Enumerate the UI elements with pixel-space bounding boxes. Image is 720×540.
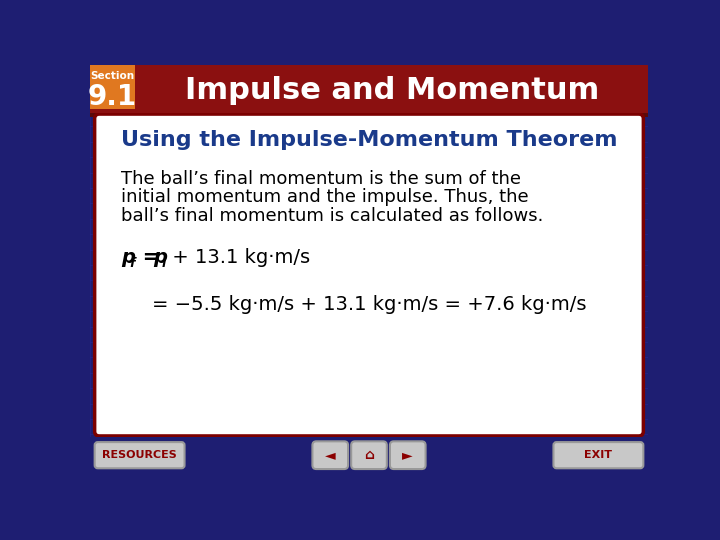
Text: p: p [153,248,168,267]
Text: Section: Section [91,71,135,82]
Bar [90,65,135,110]
Bar [90,65,648,112]
FancyBboxPatch shape [390,441,426,469]
FancyBboxPatch shape [312,441,348,469]
Bar [90,112,648,117]
Text: = −5.5 kg·m/s + 13.1 kg·m/s = +7.6 kg·m/s: = −5.5 kg·m/s + 13.1 kg·m/s = +7.6 kg·m/… [152,295,587,314]
Text: i: i [162,258,166,271]
FancyBboxPatch shape [554,442,644,468]
Text: Using the Impulse-Momentum Theorem: Using the Impulse-Momentum Theorem [121,130,617,150]
FancyBboxPatch shape [94,442,184,468]
Text: ball’s final momentum is calculated as follows.: ball’s final momentum is calculated as f… [121,207,544,225]
Text: initial momentum and the impulse. Thus, the: initial momentum and the impulse. Thus, … [121,188,528,206]
Text: ►: ► [402,448,413,462]
Text: + 13.1 kg·m/s: + 13.1 kg·m/s [166,248,310,267]
FancyBboxPatch shape [351,441,387,469]
Text: Impulse and Momentum: Impulse and Momentum [185,76,599,105]
FancyBboxPatch shape [94,114,644,436]
Text: ◄: ◄ [325,448,336,462]
Text: The ball’s final momentum is the sum of the: The ball’s final momentum is the sum of … [121,170,521,188]
Text: RESOURCES: RESOURCES [102,450,177,460]
Text: 9.1: 9.1 [88,83,137,111]
Text: =: = [137,248,166,267]
Bar [90,437,648,481]
Text: p: p [121,248,135,267]
Text: ⌂: ⌂ [364,448,374,462]
Text: EXIT: EXIT [585,450,613,460]
Text: f: f [130,258,135,271]
